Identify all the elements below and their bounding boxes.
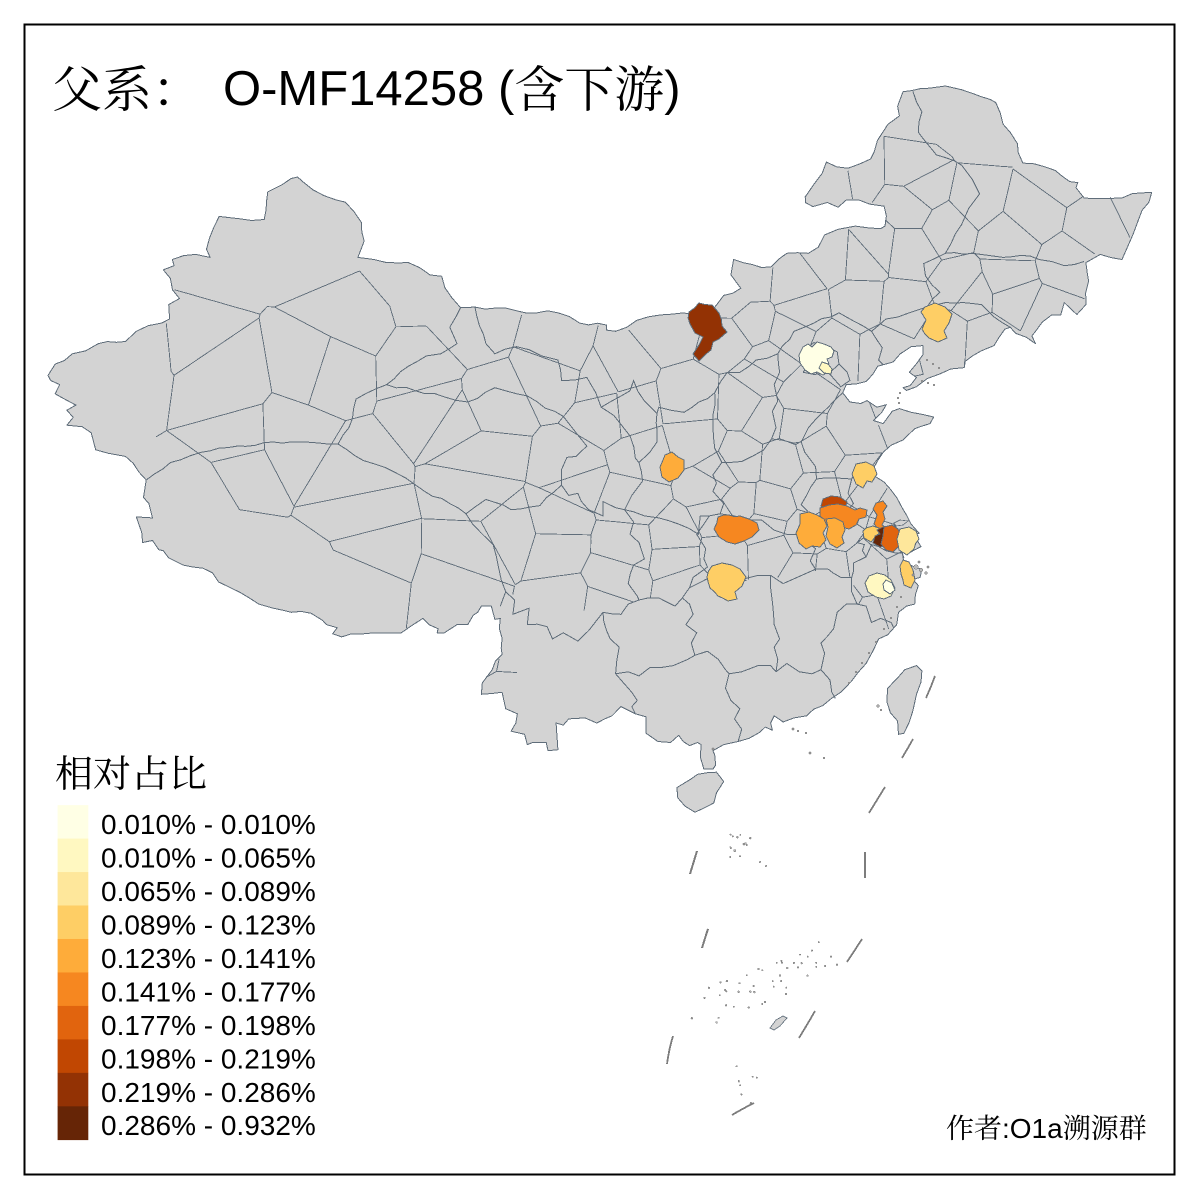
svg-text:0.123% - 0.141%: 0.123% - 0.141%	[101, 943, 316, 974]
svg-text:0.219% - 0.286%: 0.219% - 0.286%	[101, 1077, 316, 1108]
svg-text::O1a: :O1a	[1002, 1113, 1063, 1144]
svg-text:0.177% - 0.198%: 0.177% - 0.198%	[101, 1010, 316, 1041]
svg-text:0.089% - 0.123%: 0.089% - 0.123%	[101, 909, 316, 940]
svg-text:0.286% - 0.932%: 0.286% - 0.932%	[101, 1110, 316, 1141]
svg-text:): )	[664, 62, 680, 116]
svg-text:0.010% - 0.010%: 0.010% - 0.010%	[101, 809, 316, 840]
svg-text:O-MF14258 (: O-MF14258 (	[223, 62, 515, 116]
svg-text:0.010% - 0.065%: 0.010% - 0.065%	[101, 842, 316, 873]
svg-text:0.198% - 0.219%: 0.198% - 0.219%	[101, 1043, 316, 1074]
svg-text:0.141% - 0.177%: 0.141% - 0.177%	[101, 976, 316, 1007]
svg-text:0.065% - 0.089%: 0.065% - 0.089%	[101, 876, 316, 907]
